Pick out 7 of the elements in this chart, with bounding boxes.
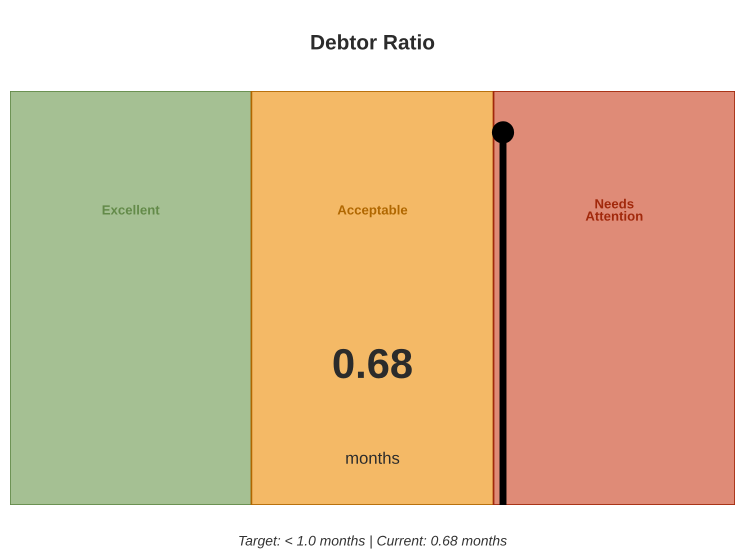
text: Target: < 1.0 months | Current: 0.68 months (239, 535, 507, 549)
chart-title: Debtor Ratio (311, 34, 434, 50)
annotation: months (346, 452, 400, 464)
series-label: Acceptable (338, 204, 408, 218)
ref-line-label: 0.68 (334, 348, 412, 378)
series-label: Excellent (102, 204, 160, 215)
series-label: Needs Attention (586, 198, 642, 221)
